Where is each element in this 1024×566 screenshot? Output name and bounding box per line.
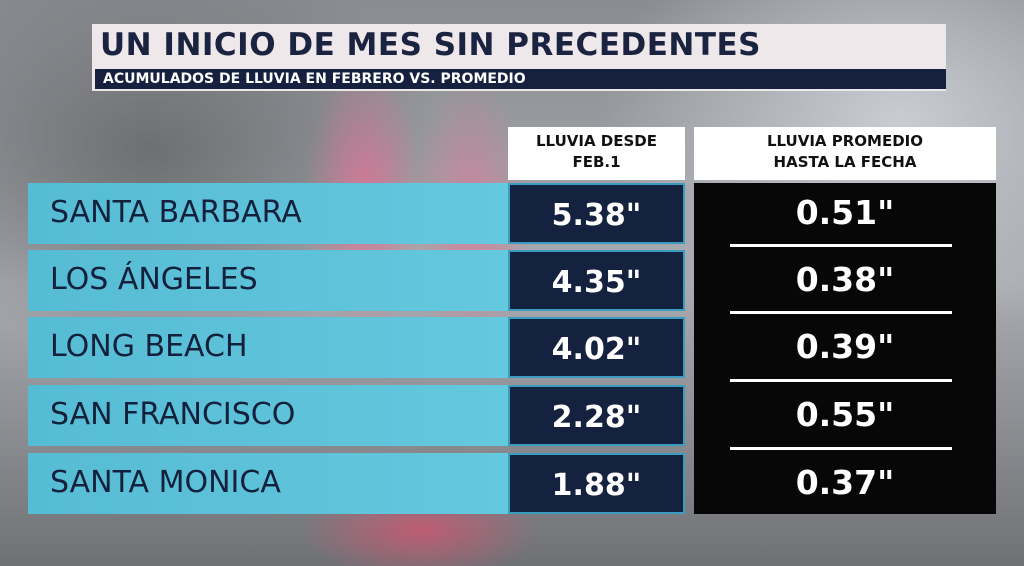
rain-since-feb1-value: 1.88" (508, 453, 685, 514)
average-rain-value: 0.39" (795, 327, 895, 366)
city-name: LONG BEACH (50, 329, 248, 364)
average-rain-value: 0.55" (795, 395, 895, 434)
rain-since-feb1-value: 2.28" (508, 385, 685, 446)
graphic-title: UN INICIO DE MES SIN PRECEDENTES (100, 27, 761, 63)
row-divider (730, 244, 952, 247)
table-row: SANTA BARBARA (28, 183, 508, 244)
row-divider (730, 447, 952, 450)
average-rain-value: 0.51" (795, 193, 895, 232)
rain-since-feb1-value: 4.02" (508, 317, 685, 378)
rain-since-feb1-value: 4.35" (508, 250, 685, 311)
city-name: SAN FRANCISCO (50, 397, 296, 432)
average-panel: 0.51" 0.38" 0.39" 0.55" 0.37" (694, 183, 996, 514)
row-divider (730, 311, 952, 314)
average-rain-value: 0.38" (795, 260, 895, 299)
header-rain-since-feb1: LLUVIA DESDE FEB.1 (508, 127, 685, 180)
table-row: LOS ÁNGELES (28, 250, 508, 311)
city-name: SANTA BARBARA (50, 195, 302, 230)
row-divider (730, 379, 952, 382)
table-row: LONG BEACH (28, 317, 508, 378)
table-row: SAN FRANCISCO (28, 385, 508, 446)
city-name: SANTA MONICA (50, 465, 281, 500)
table-row: SANTA MONICA (28, 453, 508, 514)
city-name: LOS ÁNGELES (50, 262, 258, 297)
rain-since-feb1-value: 5.38" (508, 183, 685, 244)
average-rain-value: 0.37" (795, 463, 895, 502)
graphic-subtitle: ACUMULADOS DE LLUVIA EN FEBRERO VS. PROM… (95, 69, 946, 89)
title-box: UN INICIO DE MES SIN PRECEDENTES ACUMULA… (92, 24, 946, 91)
header-average-rain: LLUVIA PROMEDIO HASTA LA FECHA (694, 127, 996, 180)
